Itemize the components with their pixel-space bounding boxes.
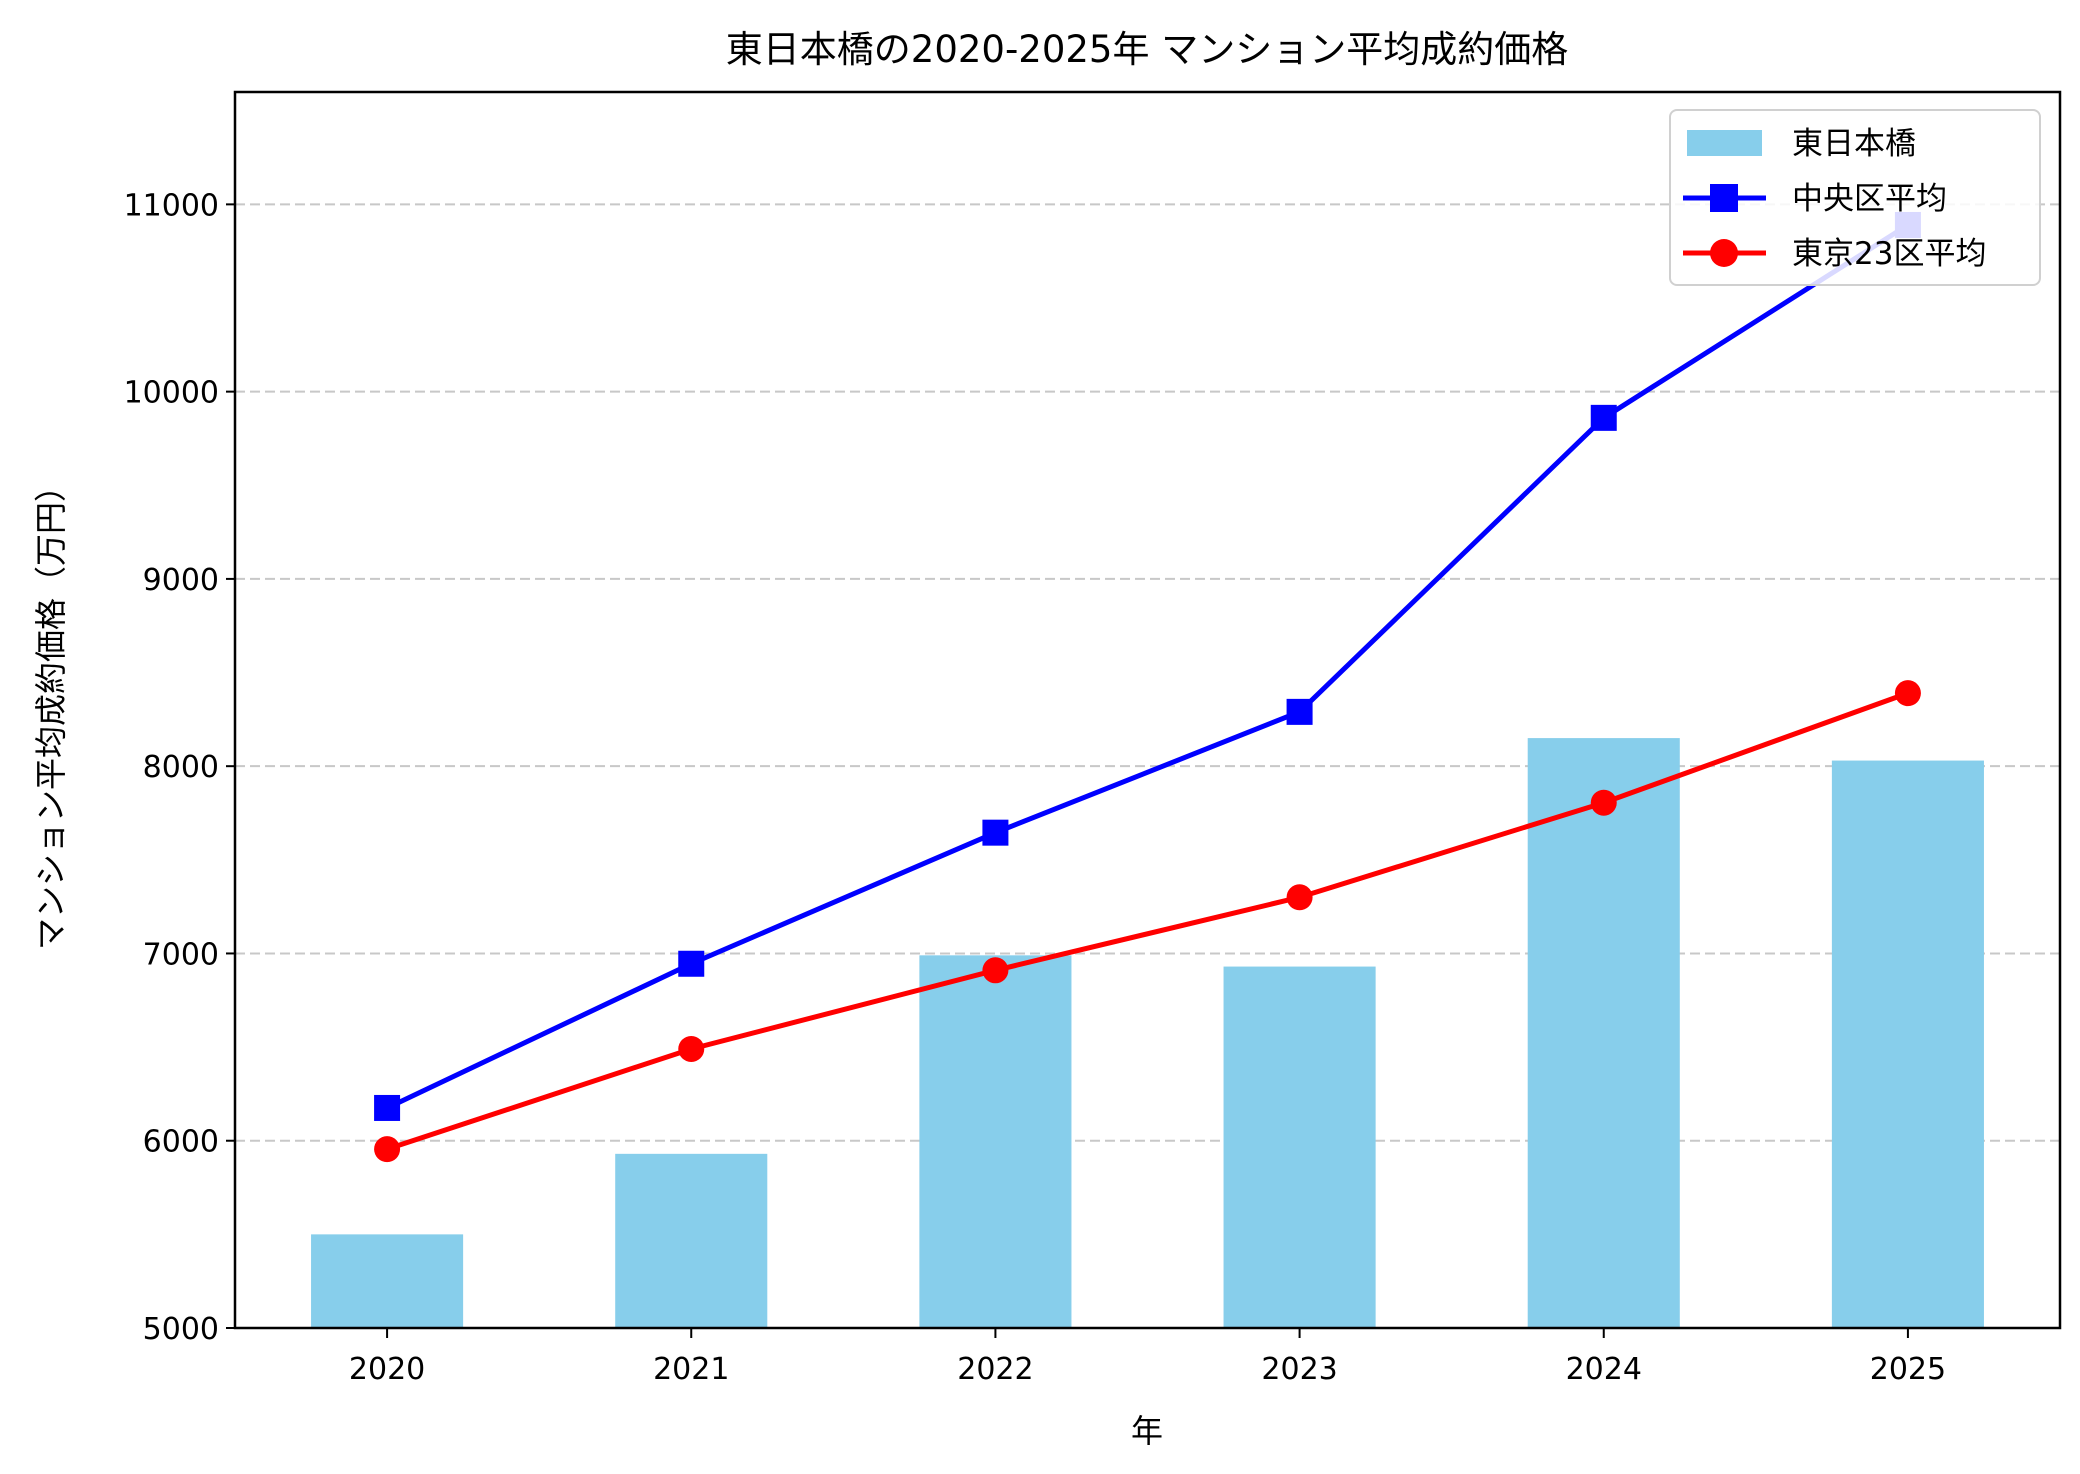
- point-2022: [982, 957, 1009, 984]
- legend-marker: [1710, 239, 1738, 267]
- point-2025: [1894, 680, 1921, 707]
- x-tick-label: 2021: [653, 1352, 729, 1387]
- point-2021: [678, 1035, 705, 1062]
- point-2024: [1590, 404, 1617, 431]
- x-tick-label: 2023: [1261, 1352, 1337, 1387]
- bar-2020: [311, 1234, 464, 1328]
- point-2022: [982, 819, 1009, 846]
- x-tick-label: 2024: [1566, 1352, 1642, 1387]
- y-tick-label: 6000: [143, 1125, 219, 1160]
- point-2023: [1286, 884, 1313, 911]
- y-axis-label: マンション平均成約価格（万円）: [32, 470, 70, 950]
- x-tick-label: 2025: [1870, 1352, 1946, 1387]
- point-2021: [678, 950, 705, 977]
- bar-2023: [1223, 966, 1376, 1328]
- x-axis-label: 年: [1131, 1412, 1163, 1450]
- plot-frame: [233, 90, 2062, 1330]
- legend-label: 東京23区平均: [1792, 236, 1986, 272]
- point-2020: [374, 1094, 401, 1121]
- legend-swatch: [1687, 130, 1762, 156]
- line-中央区平均: [386, 222, 1910, 1111]
- y-tick-label: 8000: [143, 750, 219, 785]
- point-2020: [374, 1136, 401, 1163]
- bar-2024: [1527, 738, 1680, 1328]
- bar-2022: [919, 955, 1072, 1328]
- y-tick-label: 7000: [143, 937, 219, 972]
- x-tick-label: 2020: [349, 1352, 425, 1387]
- y-tick-label: 10000: [124, 376, 219, 411]
- bar-2025: [1831, 760, 1984, 1328]
- chart-title: 東日本橋の2020-2025年 マンション平均成約価格: [726, 28, 1568, 71]
- y-tick-label: 5000: [143, 1312, 219, 1347]
- legend-box: [1669, 109, 2041, 286]
- x-tick-label: 2022: [957, 1352, 1033, 1387]
- legend-label: 中央区平均: [1792, 181, 1947, 217]
- point-2024: [1590, 789, 1617, 816]
- legend-label: 東日本橋: [1792, 126, 1916, 162]
- y-tick-label: 9000: [143, 563, 219, 598]
- line-東京23区平均: [386, 690, 1909, 1152]
- y-tick-label: 11000: [124, 188, 219, 223]
- point-2023: [1286, 698, 1313, 725]
- bar-2021: [615, 1153, 768, 1328]
- legend-marker: [1710, 184, 1738, 212]
